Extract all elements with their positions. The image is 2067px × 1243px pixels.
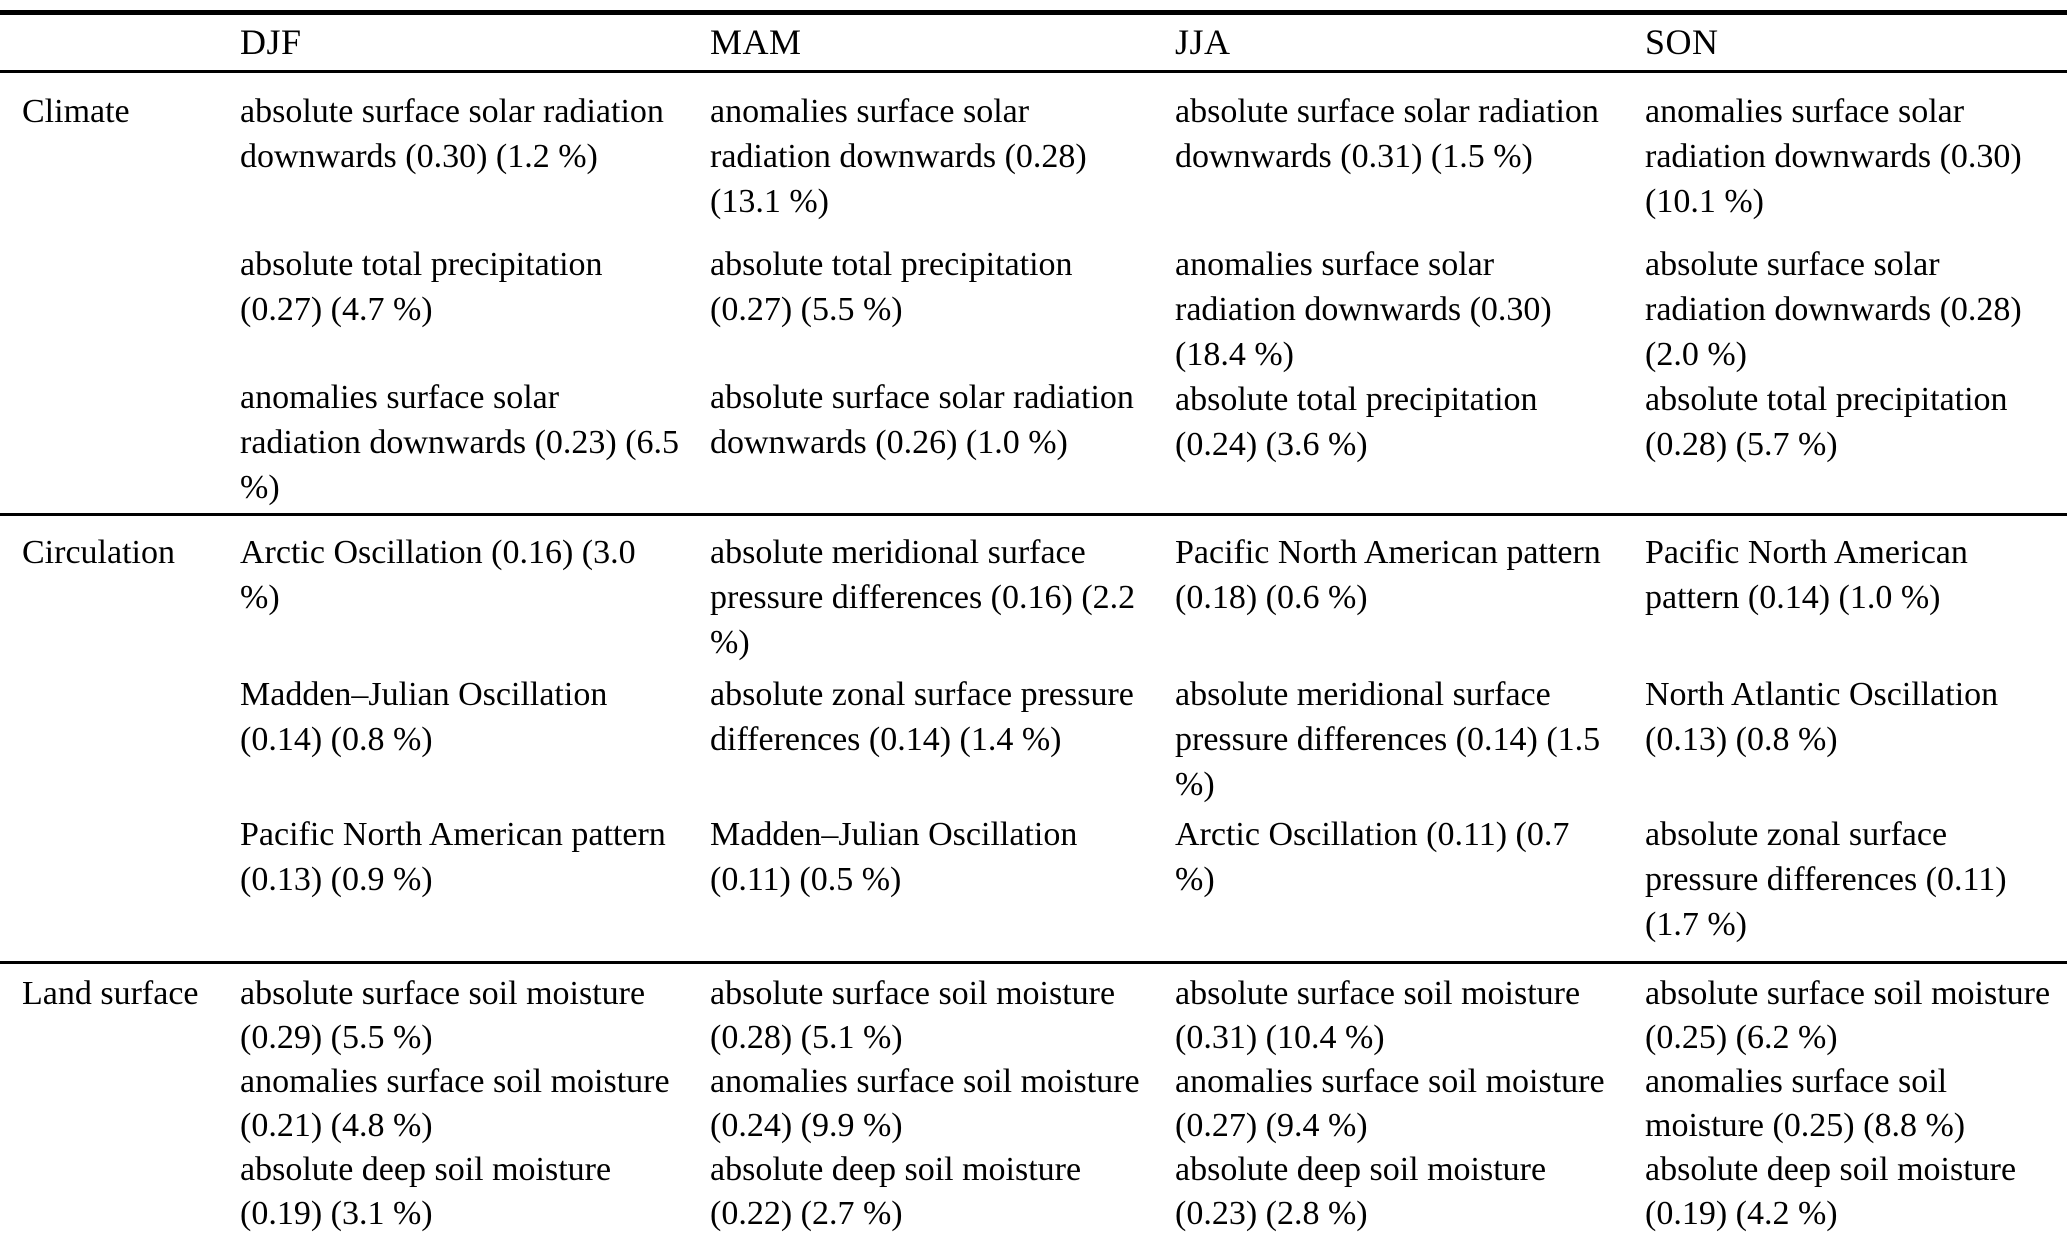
cell-land-son: absolute surface soil moisture (0.25) (6… (1645, 972, 2067, 1236)
row-label-text: Land surface (22, 975, 199, 1012)
cell-entry: Pacific North American pattern (0.13) (0… (240, 816, 666, 898)
column-header-jja: JJA (1175, 22, 1231, 62)
cell-entry: Pacific North American pattern (0.14) (1… (1645, 534, 1968, 616)
cell-entry: Arctic Oscillation (0.11) (0.7 %) (1175, 816, 1570, 898)
cell-entry: Madden–Julian Oscillation (0.14) (0.8 %) (240, 676, 608, 758)
column-header-son: SON (1645, 22, 1719, 62)
cell-entry: absolute surface solar radiation downwar… (1645, 246, 2022, 373)
cell-entry: absolute deep soil moisture (0.19) (3.1 … (240, 1151, 612, 1232)
column-header-djf: DJF (240, 22, 302, 62)
cell-entry: anomalies surface solar radiation downwa… (710, 93, 1087, 220)
cell-entry: anomalies surface soil moisture (0.27) (… (1175, 1063, 1605, 1144)
cell-entry: absolute deep soil moisture (0.23) (2.8 … (1175, 1151, 1547, 1232)
cell-entry: anomalies surface solar radiation downwa… (240, 379, 680, 506)
cell-circulation-mam: absolute meridional surface pressure dif… (710, 530, 1175, 902)
cell-entry: absolute surface solar radiation downwar… (710, 379, 1134, 461)
cell-circulation-jja: Pacific North American pattern (0.18) (0… (1175, 530, 1645, 902)
cell-entry: absolute surface solar radiation downwar… (1175, 93, 1599, 175)
cell-land-jja: absolute surface soil moisture (0.31) (1… (1175, 972, 1645, 1236)
cell-entry: absolute surface soil moisture (0.25) (6… (1645, 975, 2051, 1056)
row-label-text: Circulation (22, 534, 175, 571)
row-label-text: Climate (22, 93, 130, 130)
cell-entry: absolute surface soil moisture (0.31) (1… (1175, 975, 1581, 1056)
cell-entry: absolute surface soil moisture (0.28) (5… (710, 975, 1116, 1056)
cell-entry: absolute meridional surface pressure dif… (710, 534, 1136, 661)
table-row-climate: Climate absolute surface solar radiation… (0, 73, 2067, 513)
cell-climate-jja: absolute surface solar radiation downwar… (1175, 89, 1645, 467)
row-label-land-surface: Land surface (22, 972, 240, 1016)
header-separator-rule (0, 70, 2067, 73)
cell-circulation-son: Pacific North American pattern (0.14) (1… (1645, 530, 2067, 947)
cell-entry: anomalies surface soil moisture (0.21) (… (240, 1063, 670, 1144)
cell-entry: absolute deep soil moisture (0.19) (4.2 … (1645, 1151, 2017, 1232)
row-separator-rule (0, 961, 2067, 964)
cell-entry: absolute total precipitation (0.27) (4.7… (240, 246, 603, 328)
table-row-circulation: Circulation Arctic Oscillation (0.16) (3… (0, 516, 2067, 961)
table-top-rule (0, 10, 2067, 15)
row-label-circulation: Circulation (22, 530, 240, 575)
cell-entry: absolute meridional surface pressure dif… (1175, 676, 1601, 803)
table-header-row: DJF MAM JJA SON (0, 15, 2067, 70)
cell-circulation-djf: Arctic Oscillation (0.16) (3.0 %) Madden… (240, 530, 710, 902)
cell-land-mam: absolute surface soil moisture (0.28) (5… (710, 972, 1175, 1236)
cell-entry: absolute total precipitation (0.24) (3.6… (1175, 381, 1538, 463)
cell-entry: absolute total precipitation (0.28) (5.7… (1645, 381, 2008, 463)
cell-entry: absolute surface solar radiation downwar… (240, 93, 664, 175)
cell-entry: absolute total precipitation (0.27) (5.5… (710, 246, 1073, 328)
cell-land-djf: absolute surface soil moisture (0.29) (5… (240, 972, 710, 1236)
cell-entry: anomalies surface soil moisture (0.24) (… (710, 1063, 1140, 1144)
table-row-land-surface: Land surface absolute surface soil moist… (0, 964, 2067, 1243)
cell-entry: Arctic Oscillation (0.16) (3.0 %) (240, 534, 636, 616)
column-header-mam: MAM (710, 22, 802, 62)
cell-entry: anomalies surface solar radiation downwa… (1175, 246, 1552, 373)
cell-entry: absolute surface soil moisture (0.29) (5… (240, 975, 646, 1056)
cell-climate-djf: absolute surface solar radiation downwar… (240, 89, 710, 510)
row-label-climate: Climate (22, 89, 240, 134)
cell-entry: North Atlantic Oscillation (0.13) (0.8 %… (1645, 676, 1999, 758)
cell-entry: Madden–Julian Oscillation (0.11) (0.5 %) (710, 816, 1078, 898)
cell-entry: absolute zonal surface pressure differen… (1645, 816, 2007, 943)
cell-entry: anomalies surface solar radiation downwa… (1645, 93, 2022, 220)
cell-climate-son: anomalies surface solar radiation downwa… (1645, 89, 2067, 467)
cell-climate-mam: anomalies surface solar radiation downwa… (710, 89, 1175, 465)
cell-entry: absolute zonal surface pressure differen… (710, 676, 1134, 758)
cell-entry: Pacific North American pattern (0.18) (0… (1175, 534, 1601, 616)
row-separator-rule (0, 513, 2067, 516)
cell-entry: absolute deep soil moisture (0.22) (2.7 … (710, 1151, 1082, 1232)
cell-entry: anomalies surface soil moisture (0.25) (… (1645, 1063, 1966, 1144)
